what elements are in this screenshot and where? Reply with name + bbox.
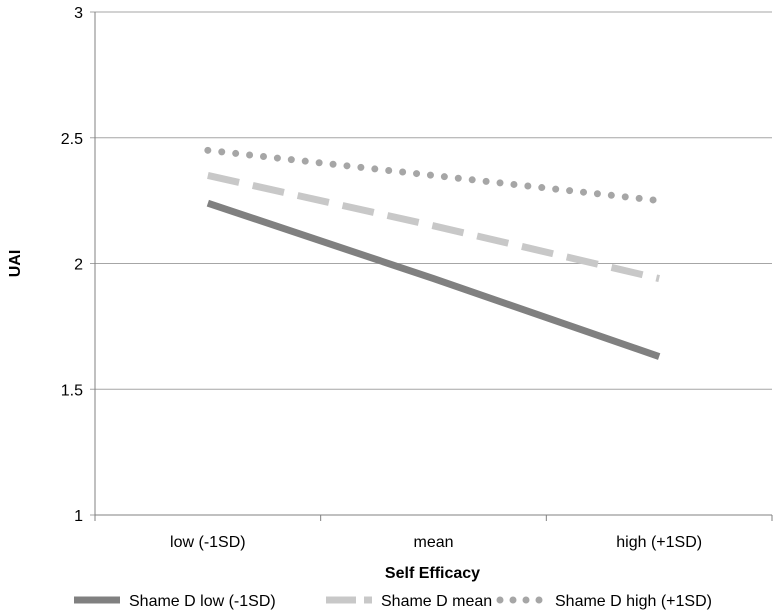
x-tick-labels: low (-1SD) mean high (+1SD) [94,515,773,551]
y-tick-label: 1.5 [61,382,83,399]
gridlines [90,11,772,516]
x-tick-label: mean [413,534,453,551]
x-tick-label: high (+1SD) [616,534,702,551]
y-tick-label: 3 [74,5,83,22]
y-tick-label: 2.5 [61,131,83,148]
y-axis-title: UAI [7,250,24,278]
series-line-0 [206,199,661,360]
series-lines [204,146,663,360]
legend-label-2: Shame D high (+1SD) [555,593,712,610]
x-axis-title: Self Efficacy [385,565,480,582]
series-line-1 [207,172,660,282]
legend: Shame D low (-1SD) Shame D mean Shame D hi… [74,593,712,610]
y-tick-label: 2 [74,257,83,274]
legend-label-0: Shame D low (-1SD) [129,593,276,610]
series-line-2 [204,146,663,205]
x-tick-label: low (-1SD) [170,534,246,551]
y-tick-labels: 1 1.5 2 2.5 3 [61,5,83,525]
legend-label-1: Shame D mean [381,593,492,610]
y-tick-label: 1 [74,508,83,525]
